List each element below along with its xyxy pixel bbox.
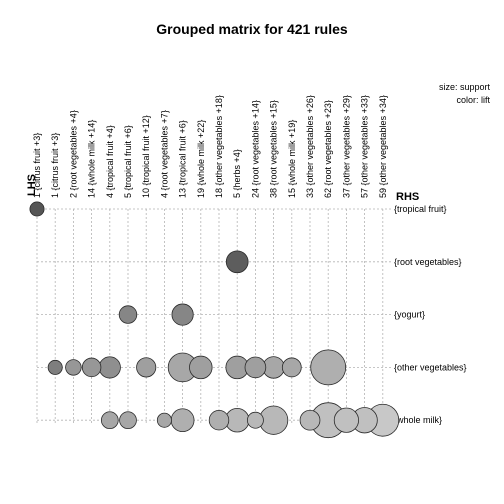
rhs-tick-label: {yogurt} bbox=[394, 310, 425, 320]
lhs-tick-label: 18 {other vegetables +18} bbox=[214, 95, 224, 198]
bubble-point bbox=[118, 305, 138, 324]
lhs-tick-label: 59 {other vegetables +34} bbox=[378, 95, 388, 198]
lhs-tick-label: 5 {herbs +4} bbox=[232, 149, 242, 198]
bubble-point bbox=[136, 357, 157, 378]
rhs-tick-labels: {tropical fruit} {root vegetables} {yogurt… bbox=[394, 204, 467, 425]
legend-color-label: color: lift bbox=[456, 95, 490, 105]
bubble-point bbox=[81, 357, 102, 378]
bubble-point bbox=[156, 412, 172, 428]
lhs-tick-labels: 1 {citrus fruit +3} 1 {citrus fruit +3} 2 … bbox=[32, 95, 388, 198]
bubble-point bbox=[98, 356, 121, 379]
lhs-tick-label: 1 {citrus fruit +3} bbox=[32, 133, 42, 198]
bubble-point bbox=[281, 357, 302, 378]
bubble-point bbox=[170, 408, 195, 433]
rhs-tick-label: {tropical fruit} bbox=[394, 204, 447, 214]
rhs-tick-label: {whole milk} bbox=[394, 415, 442, 425]
lhs-tick-label: 24 {root vegetables +14} bbox=[250, 100, 260, 198]
bubble-point bbox=[189, 355, 213, 380]
bubble-point bbox=[100, 411, 119, 430]
bubble-point bbox=[119, 411, 137, 430]
bubble-point bbox=[29, 201, 45, 217]
lhs-tick-label: 33 {other vegetables +26} bbox=[305, 95, 315, 198]
chart-title: Grouped matrix for 421 rules bbox=[156, 21, 348, 37]
lhs-tick-label: 5 {tropical fruit +6} bbox=[123, 125, 133, 198]
bubble-point bbox=[65, 359, 82, 376]
bubble-point bbox=[246, 411, 264, 429]
rhs-axis-label: RHS bbox=[396, 191, 419, 203]
lhs-tick-label: 1 {citrus fruit +3} bbox=[50, 133, 60, 198]
bubble-point bbox=[244, 356, 267, 379]
rhs-tick-label: {other vegetables} bbox=[394, 362, 467, 372]
bubble-point bbox=[171, 303, 194, 326]
lhs-tick-label: 14 {whole milk +14} bbox=[87, 120, 97, 198]
bubble-point bbox=[333, 407, 359, 433]
lhs-tick-label: 62 {root vegetables +23} bbox=[323, 100, 333, 198]
lhs-tick-label: 4 {root vegetables +7} bbox=[159, 110, 169, 198]
lhs-tick-label: 2 {root vegetables +4} bbox=[68, 110, 78, 198]
data-points bbox=[29, 201, 400, 439]
lhs-tick-label: 57 {other vegetables +33} bbox=[360, 95, 370, 198]
bubble-point bbox=[225, 250, 249, 274]
lhs-tick-label: 37 {other vegetables +29} bbox=[341, 95, 351, 198]
bubble-point bbox=[208, 410, 230, 431]
bubble-point bbox=[47, 359, 63, 375]
rhs-tick-label: {root vegetables} bbox=[394, 257, 462, 267]
lhs-tick-label: 13 {tropical fruit +6} bbox=[178, 120, 188, 198]
lhs-tick-label: 38 {root vegetables +15} bbox=[269, 100, 279, 198]
lhs-tick-label: 10 {tropical fruit +12} bbox=[141, 115, 151, 198]
grid-lines bbox=[36, 208, 392, 424]
lhs-axis-label: LHS bbox=[26, 174, 38, 196]
lhs-tick-label: 19 {whole milk +22} bbox=[196, 120, 206, 198]
legend-size-label: size: support bbox=[439, 82, 491, 92]
bubble-point bbox=[310, 349, 347, 386]
lhs-tick-label: 15 {whole milk +19} bbox=[287, 120, 297, 198]
lhs-tick-label: 4 {tropical fruit +4} bbox=[105, 125, 115, 198]
bubble-point bbox=[299, 409, 321, 431]
